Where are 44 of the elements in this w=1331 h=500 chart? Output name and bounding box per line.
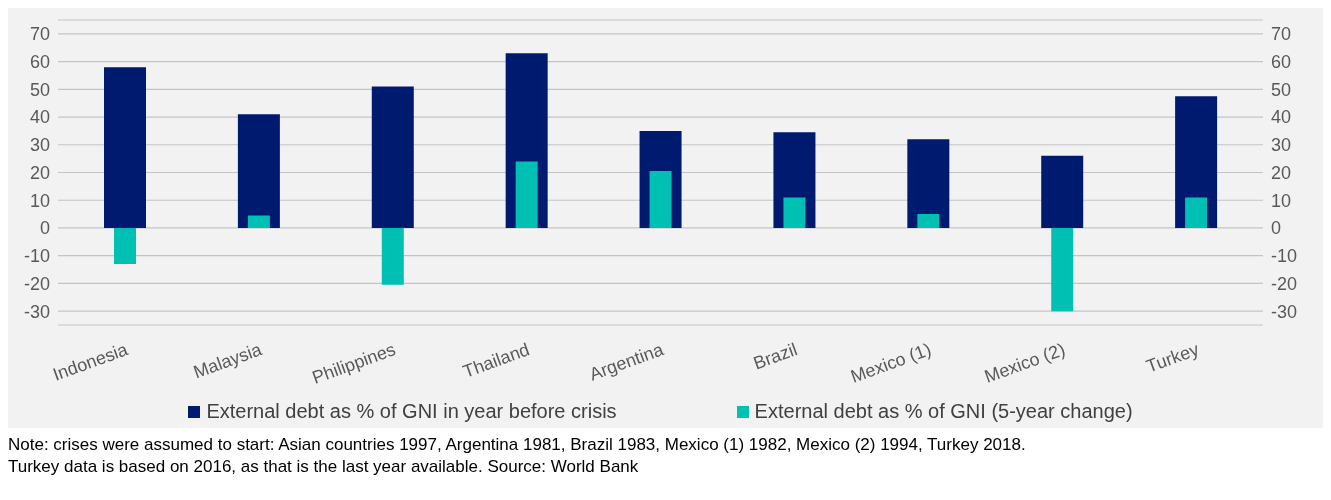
bar <box>907 139 950 228</box>
y2-tick-label: -10 <box>1271 246 1298 267</box>
bar <box>917 214 940 228</box>
bar <box>515 161 538 228</box>
bar <box>104 67 146 228</box>
bar <box>1041 155 1084 228</box>
y-tick-label: 40 <box>29 107 50 128</box>
y-tick-label: 70 <box>29 24 50 45</box>
y2-tick-label: 10 <box>1271 190 1292 211</box>
y2-tick-label: 60 <box>1271 51 1292 72</box>
text: Turkey data is based on 2016, as that is the last year available. Source: World Bank <box>8 456 640 478</box>
bar <box>783 197 806 228</box>
y2-tick-label: 40 <box>1271 107 1292 128</box>
y2-tick-label: 20 <box>1271 162 1292 183</box>
x-tick-label: Brazil <box>750 339 800 374</box>
y2-tick-label: 50 <box>1271 79 1292 100</box>
y-tick-label: -10 <box>23 246 50 267</box>
bar <box>237 114 280 228</box>
y-tick-label: 30 <box>29 135 50 156</box>
bar <box>114 227 136 264</box>
y-tick-label: -20 <box>23 273 50 294</box>
y2-tick-label: 30 <box>1271 135 1292 156</box>
y-tick-label: 0 <box>39 218 50 239</box>
y-tick-label: 20 <box>29 162 50 183</box>
text: Note: crises were assumed to start: Asian countries 1997, Argentina 1981, Brazil 1983, Mexico (1) 1982, Mexico (2) 1994, Turkey 2018. <box>8 434 1027 456</box>
y2-tick-label: 0 <box>1271 218 1282 239</box>
bar <box>381 227 404 285</box>
legend-label: External debt as % of GNI (5-year change) <box>753 400 1133 423</box>
x-tick-label: Mexico (2) <box>981 339 1068 387</box>
y-tick-label: 10 <box>29 190 50 211</box>
x-tick-label: Mexico (1) <box>847 339 934 387</box>
y-tick-label: 60 <box>29 51 50 72</box>
y-tick-label: 50 <box>29 79 50 100</box>
bar <box>649 171 672 228</box>
y-tick-label: -30 <box>23 301 50 322</box>
y2-tick-label: 70 <box>1271 24 1292 45</box>
bar <box>247 215 270 228</box>
bar <box>1051 227 1074 312</box>
y2-tick-label: -20 <box>1271 273 1298 294</box>
bar <box>371 86 414 228</box>
x-tick-label: Turkey <box>1143 339 1202 377</box>
legend-label: External debt as % of GNI in year before crisis <box>205 400 617 423</box>
bar <box>1185 197 1208 228</box>
y2-tick-label: -30 <box>1271 301 1298 322</box>
